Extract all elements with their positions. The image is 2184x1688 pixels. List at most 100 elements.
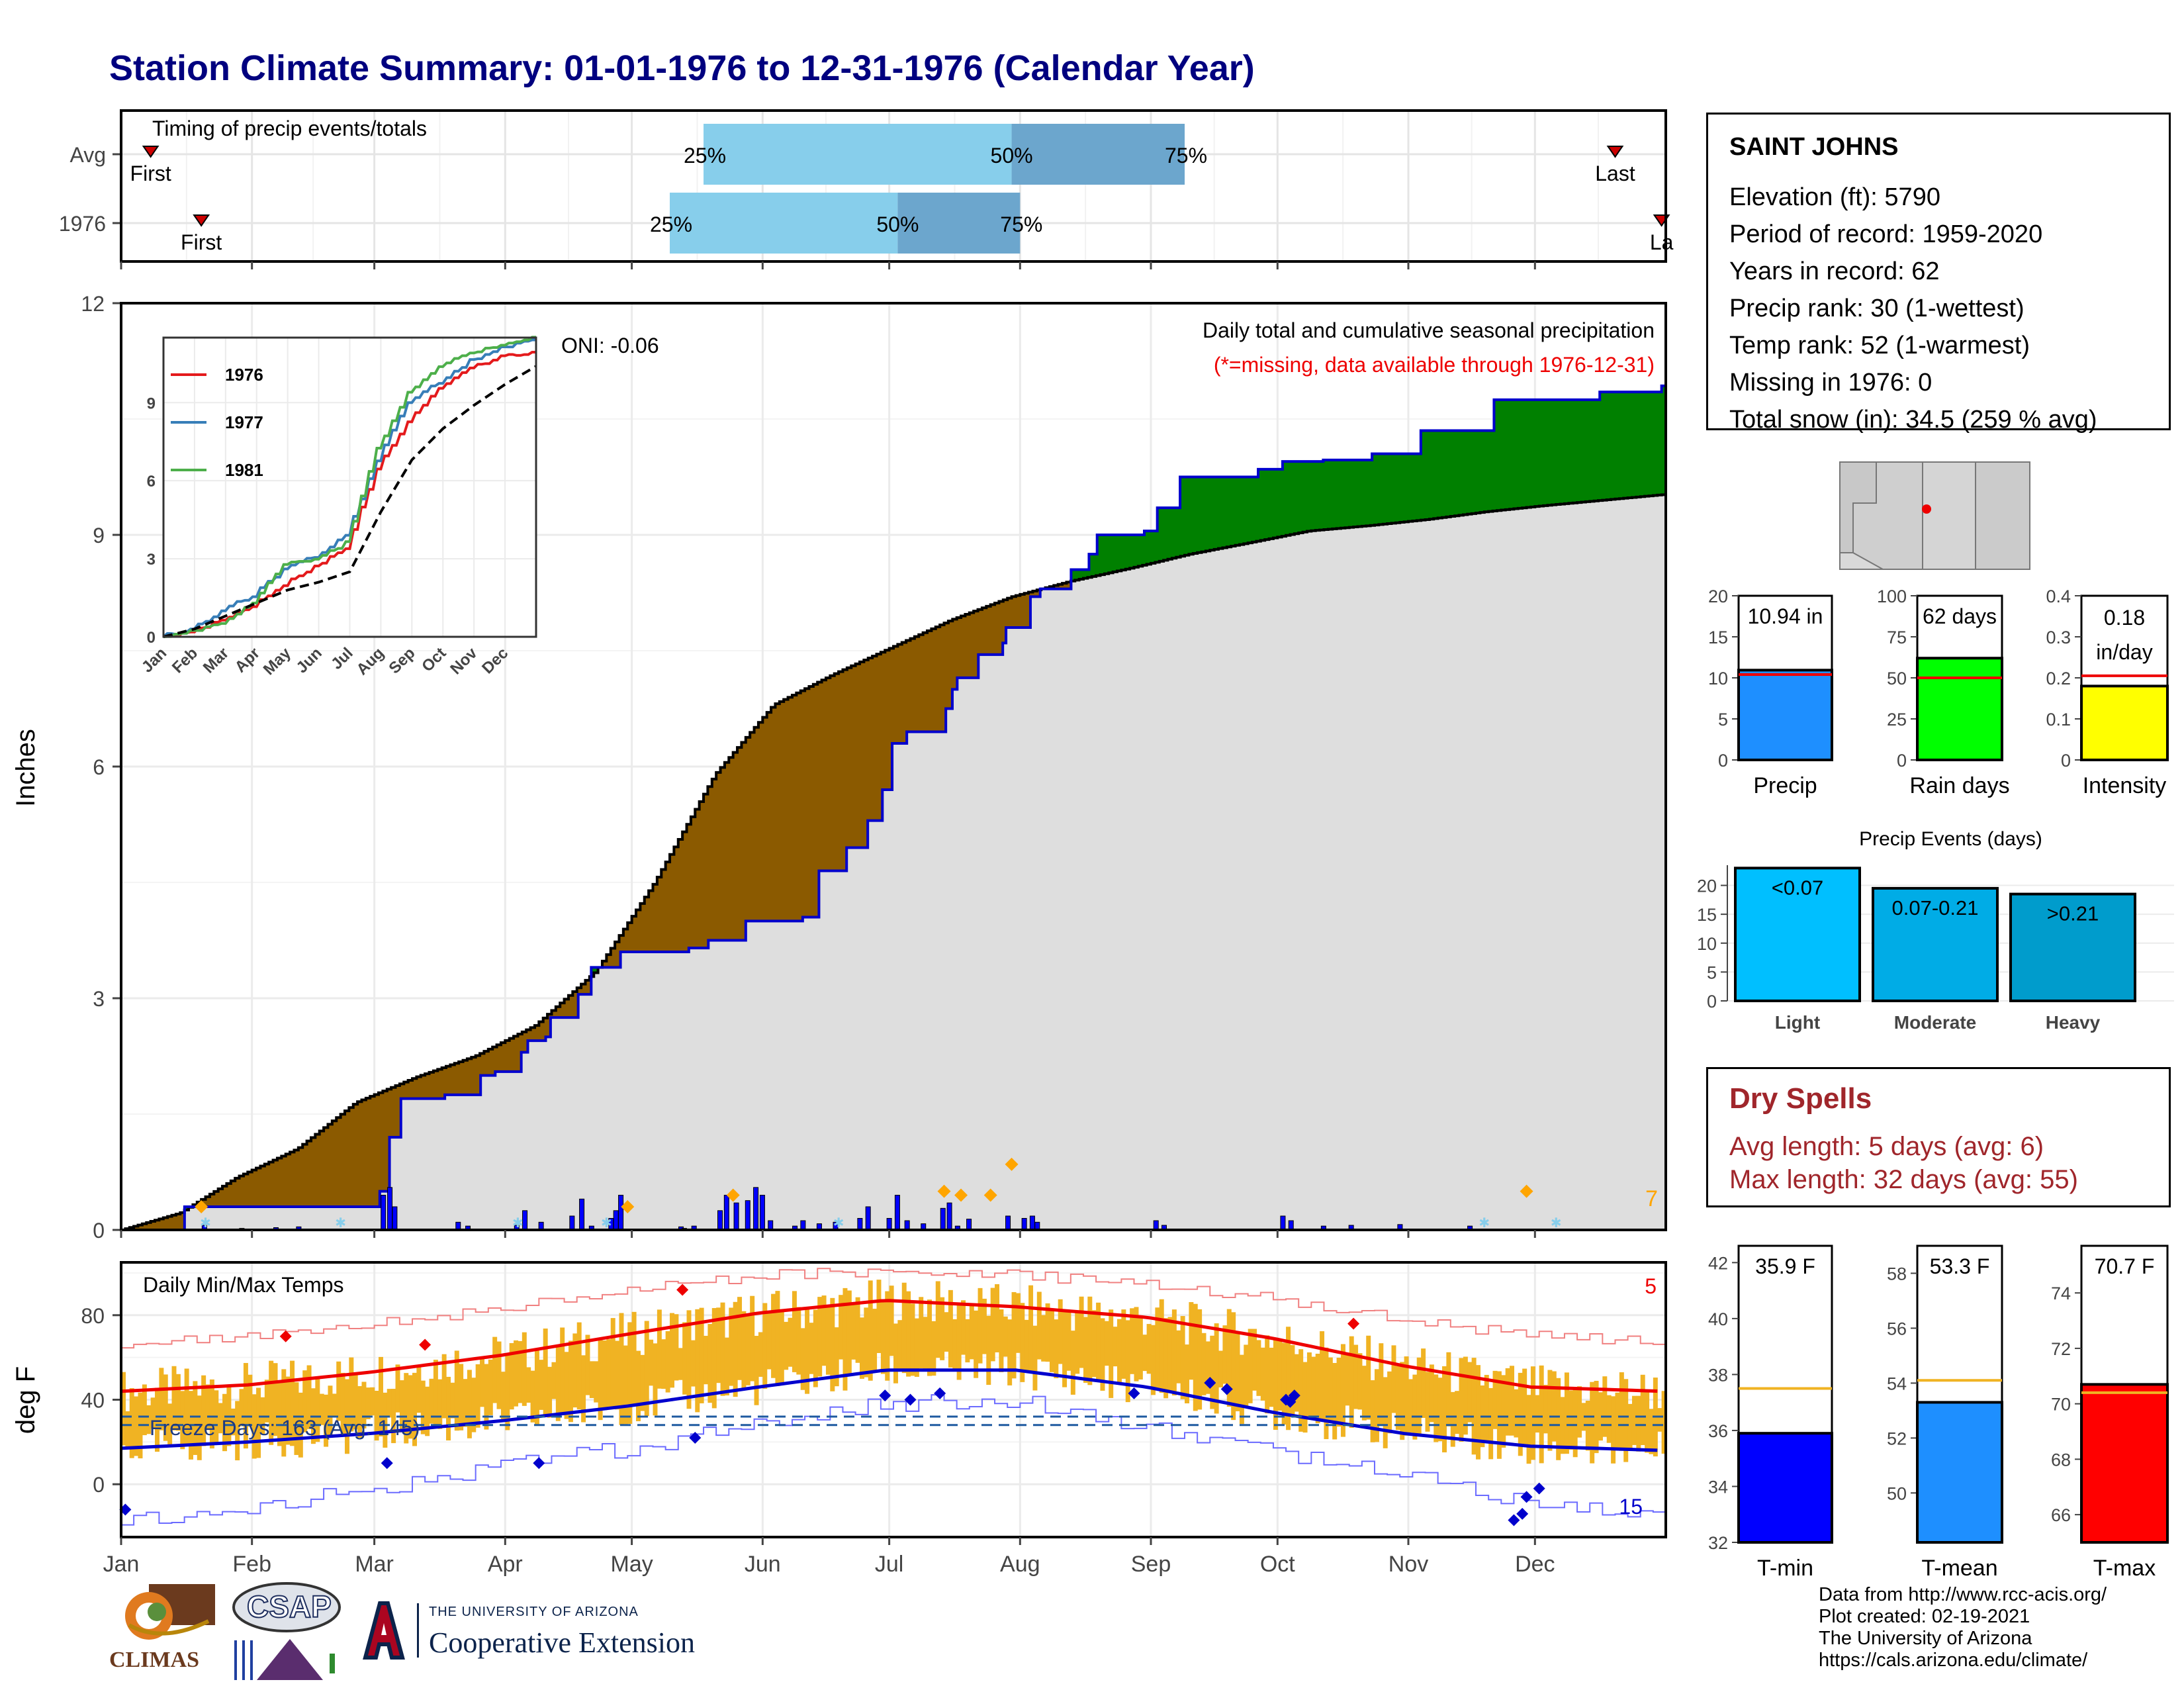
precip-y-tick-label: 3 (93, 987, 105, 1011)
temp-daily-bar (1416, 1357, 1422, 1435)
temp-month-label: Nov (1388, 1552, 1428, 1577)
temp-daily-bar (581, 1355, 586, 1423)
summary-rain-days-y-tick-label: 100 (1877, 586, 1907, 606)
temp-cold-marker (533, 1457, 545, 1470)
temp-daily-bar (1522, 1368, 1527, 1444)
snow-marker: ✱ (601, 1216, 612, 1231)
precip-daily-bar (381, 1195, 387, 1231)
summary-intensity-y-tick-label: 0.1 (2046, 710, 2071, 729)
ua-big-text: Cooperative Extension (429, 1626, 696, 1659)
precip-peak-marker (937, 1184, 951, 1198)
temp-y-axis-label: deg F (11, 1366, 40, 1434)
dry-spells-avg: Avg length: 5 days (avg: 6) (1729, 1132, 2044, 1161)
summary-rain-days-y-tick-label: 0 (1897, 751, 1907, 771)
temp-daily-bar (931, 1321, 936, 1376)
temp-daily-bar (1370, 1380, 1375, 1442)
temp-daily-bar (842, 1288, 848, 1391)
temp-daily-bar (981, 1298, 987, 1354)
temp-daily-bar (273, 1363, 278, 1436)
temp-daily-bar (1408, 1379, 1413, 1433)
temp-daily-bar (952, 1319, 958, 1370)
temp-cold-marker (381, 1457, 393, 1470)
temp-daily-bar (340, 1372, 345, 1434)
temp-daily-bar (589, 1361, 594, 1398)
temp-daily-bar (690, 1340, 696, 1387)
temp-daily-bar (294, 1382, 299, 1455)
inset-series-line-1981 (163, 336, 536, 638)
temp-daily-bar (821, 1295, 827, 1366)
temp-daily-bar (441, 1354, 447, 1419)
temp-daily-bar (1298, 1349, 1304, 1432)
temp-daily-bar (480, 1358, 485, 1407)
temp-daily-bar (1526, 1395, 1531, 1464)
temp-daily-bar (315, 1377, 320, 1442)
temp-summary-t-min-y-tick-label: 38 (1708, 1365, 1728, 1385)
temp-daily-bar (830, 1297, 835, 1391)
temp-daily-bar (568, 1340, 573, 1423)
temp-daily-bar (1366, 1335, 1371, 1420)
temp-month-label: Jan (103, 1552, 140, 1577)
temp-daily-bar (995, 1284, 1000, 1352)
station-temp-rank: Temp rank: 52 (1-warmest) (1729, 332, 2030, 359)
ua-a-icon (363, 1601, 405, 1660)
precip-daily-bar (733, 1202, 739, 1231)
temp-summary-t-min-value-text: 35.9 F (1755, 1254, 1815, 1278)
temp-daily-bar (239, 1389, 244, 1427)
temp-daily-bar (809, 1323, 814, 1374)
temp-daily-bar (999, 1309, 1004, 1372)
temp-daily-bar (766, 1311, 772, 1370)
temp-daily-bar (222, 1393, 228, 1452)
temp-daily-bar (1577, 1386, 1582, 1438)
precip-daily-bar (940, 1207, 946, 1231)
temp-daily-bar (594, 1361, 599, 1403)
timeline-frame (120, 109, 1667, 263)
temp-daily-bar (543, 1328, 548, 1417)
station-elevation: Elevation (ft): 5790 (1729, 183, 1940, 211)
temp-daily-bar (353, 1375, 358, 1430)
temp-daily-bar (1657, 1408, 1662, 1432)
temp-daily-bar (1471, 1358, 1477, 1455)
temp-daily-bar (404, 1373, 409, 1444)
temp-daily-bar (1079, 1296, 1084, 1368)
temp-daily-bar (1058, 1299, 1063, 1364)
temp-daily-bar (251, 1394, 257, 1459)
timeline-first-label: First (181, 230, 222, 254)
temp-daily-bar (1235, 1333, 1240, 1411)
station-period: Period of record: 1959-2020 (1729, 220, 2043, 248)
temp-cold-marker (1516, 1507, 1529, 1520)
temp-daily-bar (885, 1291, 890, 1381)
temp-daily-bar (839, 1295, 844, 1360)
temp-daily-bar (201, 1375, 206, 1446)
temp-daily-bar (1539, 1365, 1544, 1464)
temp-daily-bar (1185, 1344, 1189, 1403)
temp-daily-bar (1328, 1357, 1333, 1424)
temp-daily-bar (1619, 1372, 1624, 1451)
temp-daily-bar (859, 1317, 864, 1379)
temp-daily-bar (1294, 1354, 1299, 1412)
temp-daily-bar (1581, 1403, 1586, 1431)
precip-y-tick-label: 6 (93, 755, 105, 779)
temp-daily-bar (653, 1343, 658, 1416)
temp-daily-bar (121, 1372, 126, 1446)
summary-intensity-value-text: 0.18 (2104, 606, 2145, 630)
temp-daily-bar (235, 1401, 240, 1461)
temp-summary-t-min-y-tick-label: 36 (1708, 1421, 1728, 1441)
temp-daily-bar (792, 1291, 797, 1372)
temp-summary-t-min-bar (1737, 1432, 1833, 1544)
precip-daily-bar (613, 1210, 619, 1231)
temp-daily-bar (560, 1327, 565, 1416)
temp-daily-bar (387, 1389, 392, 1418)
temp-daily-bar (1083, 1317, 1088, 1383)
temp-daily-bar (1015, 1293, 1021, 1353)
precip-y-tick-label: 9 (93, 524, 105, 547)
temp-daily-bar (1332, 1362, 1338, 1440)
temp-month-label: Dec (1515, 1552, 1555, 1577)
temp-daily-bar (1492, 1370, 1498, 1429)
summary-intensity-y-tick-label: 0.3 (2046, 628, 2071, 647)
temp-daily-bar (572, 1333, 578, 1408)
temp-daily-bar (547, 1366, 553, 1418)
precip-daily-bar (1021, 1218, 1027, 1231)
precip-daily-bar (579, 1198, 585, 1231)
temp-freeze-label: Freeze Days: 163 (Avg: 145) (150, 1416, 420, 1440)
ua-divider (417, 1603, 419, 1658)
